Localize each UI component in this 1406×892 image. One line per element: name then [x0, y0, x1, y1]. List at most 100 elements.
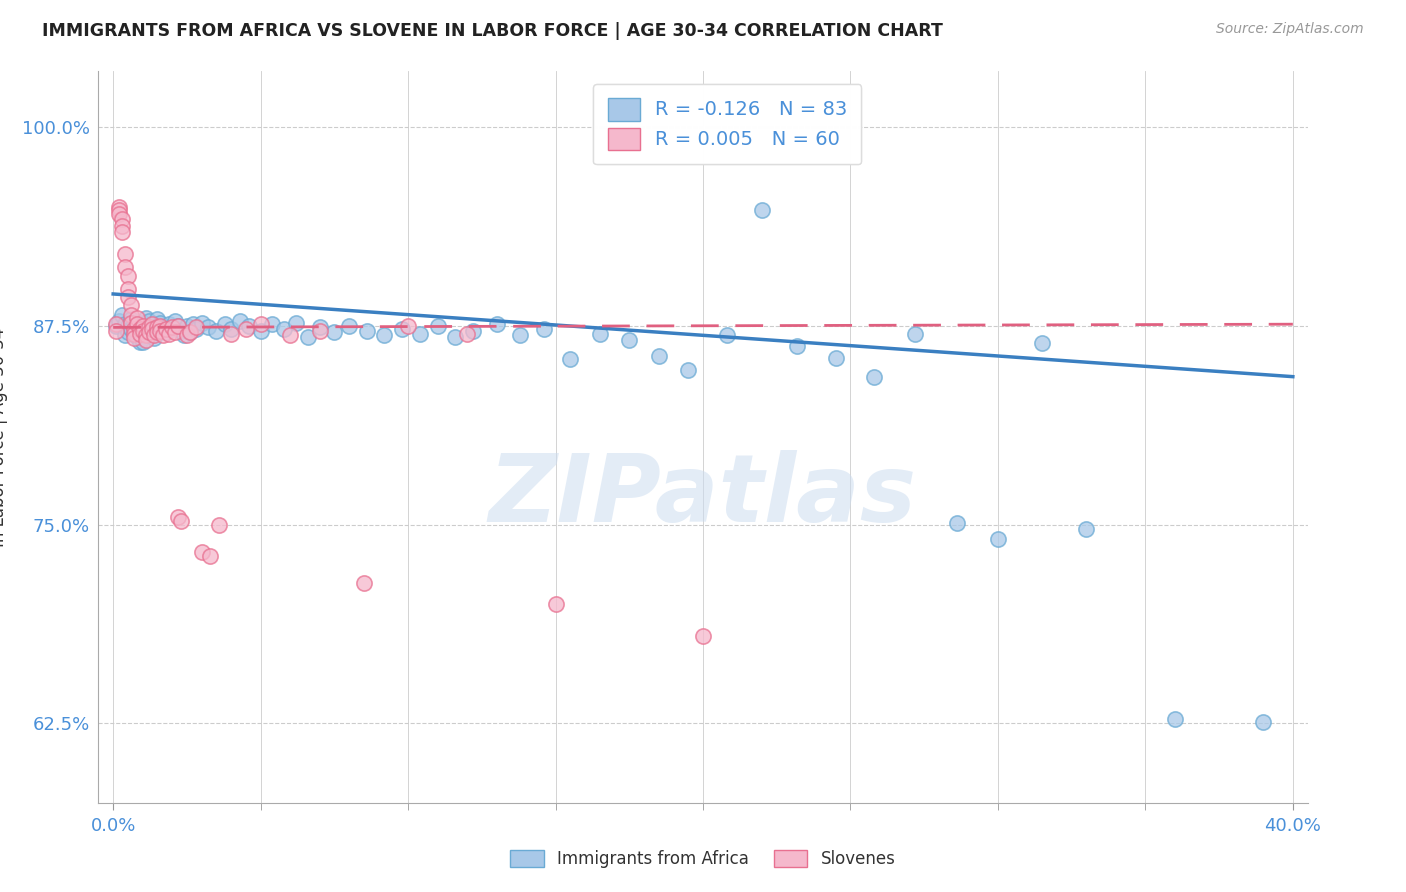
Point: [208, 517, 231, 532]
Point: [373, 328, 395, 343]
Point: [173, 328, 195, 343]
Point: [128, 326, 150, 341]
Point: [170, 514, 193, 528]
Point: [197, 320, 219, 334]
Point: [1076, 522, 1098, 536]
Point: [262, 317, 284, 331]
Point: [544, 597, 567, 611]
Point: [122, 331, 145, 345]
Point: [131, 334, 153, 349]
Point: [285, 316, 308, 330]
Point: [125, 318, 148, 333]
Point: [353, 576, 375, 591]
Point: [176, 318, 198, 333]
Point: [114, 317, 136, 331]
Point: [167, 318, 190, 333]
Point: [716, 328, 738, 343]
Point: [108, 202, 131, 217]
Point: [131, 325, 153, 339]
Point: [560, 352, 582, 367]
Point: [111, 308, 134, 322]
Point: [111, 225, 134, 239]
Point: [141, 318, 163, 333]
Point: [509, 328, 531, 343]
Point: [167, 318, 190, 333]
Point: [114, 328, 136, 343]
Point: [152, 320, 174, 334]
Point: [149, 316, 172, 330]
Point: [125, 317, 148, 331]
Point: [111, 219, 134, 233]
Point: [170, 324, 193, 338]
Point: [181, 317, 204, 331]
Point: [122, 326, 145, 341]
Point: [589, 326, 612, 341]
Point: [824, 351, 846, 365]
Point: [692, 629, 714, 643]
Point: [1031, 336, 1053, 351]
Point: [160, 320, 183, 334]
Point: [444, 330, 467, 344]
Point: [138, 314, 160, 328]
Point: [396, 318, 419, 333]
Point: [146, 322, 169, 336]
Point: [391, 322, 413, 336]
Point: [176, 328, 198, 343]
Point: [138, 325, 160, 339]
Point: [120, 322, 142, 336]
Point: [278, 328, 301, 343]
Point: [1253, 714, 1275, 729]
Point: [184, 322, 207, 336]
Point: [135, 328, 157, 343]
Point: [619, 333, 641, 347]
Point: [149, 324, 172, 338]
Point: [987, 532, 1010, 546]
Point: [128, 322, 150, 336]
Point: [117, 318, 139, 333]
Point: [122, 322, 145, 336]
Point: [143, 331, 166, 345]
Point: [122, 326, 145, 341]
Point: [200, 549, 222, 564]
Point: [184, 320, 207, 334]
Point: [143, 328, 166, 343]
Legend: R = -0.126   N = 83, R = 0.005   N = 60: R = -0.126 N = 83, R = 0.005 N = 60: [593, 84, 862, 164]
Point: [138, 325, 160, 339]
Text: IMMIGRANTS FROM AFRICA VS SLOVENE IN LABOR FORCE | AGE 30-34 CORRELATION CHART: IMMIGRANTS FROM AFRICA VS SLOVENE IN LAB…: [42, 22, 943, 40]
Point: [165, 314, 187, 328]
Point: [751, 202, 773, 217]
Point: [105, 317, 128, 331]
Point: [160, 322, 183, 336]
Point: [648, 349, 671, 363]
Point: [904, 326, 927, 341]
Point: [323, 325, 346, 339]
Point: [308, 320, 330, 334]
Point: [190, 316, 212, 330]
Point: [146, 320, 169, 334]
Point: [105, 318, 128, 333]
Text: ZIPatlas: ZIPatlas: [489, 450, 917, 541]
Text: Source: ZipAtlas.com: Source: ZipAtlas.com: [1216, 22, 1364, 37]
Point: [337, 318, 360, 333]
Point: [117, 282, 139, 296]
Point: [120, 308, 142, 322]
Point: [461, 324, 484, 338]
Point: [678, 363, 700, 377]
Point: [117, 325, 139, 339]
Point: [135, 318, 157, 333]
Point: [533, 322, 555, 336]
Point: [179, 325, 201, 339]
Point: [297, 330, 319, 344]
Point: [120, 298, 142, 312]
Point: [205, 324, 228, 338]
Point: [235, 322, 257, 336]
Point: [105, 324, 128, 338]
Point: [128, 334, 150, 349]
Point: [141, 317, 163, 331]
Point: [179, 325, 201, 339]
Point: [120, 316, 142, 330]
Point: [128, 322, 150, 336]
Point: [485, 317, 508, 331]
Point: [131, 324, 153, 338]
Point: [108, 314, 131, 328]
